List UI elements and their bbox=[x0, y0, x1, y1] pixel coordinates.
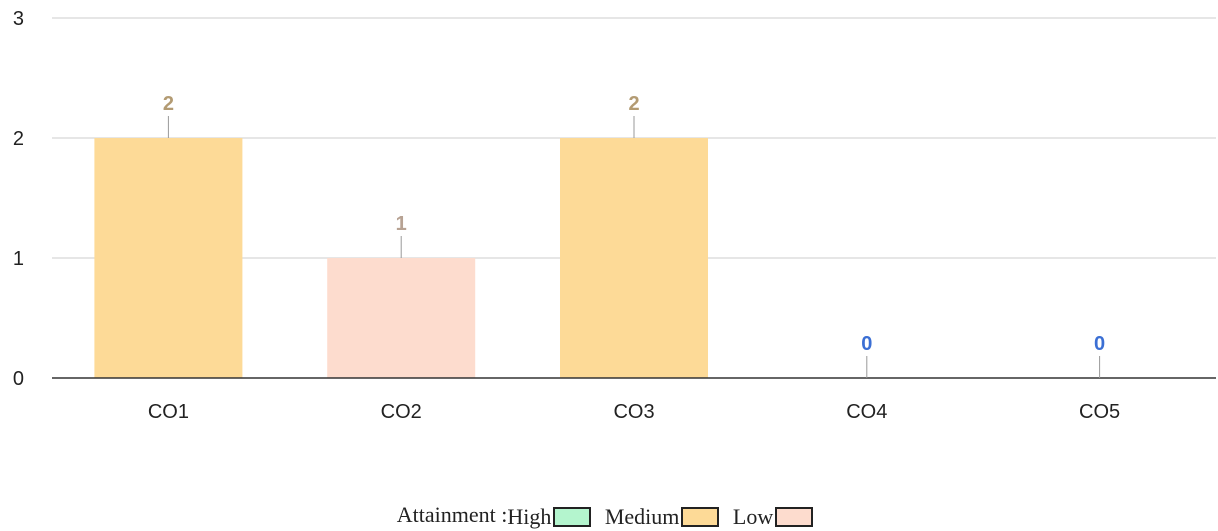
legend-label-low: Low bbox=[732, 503, 774, 529]
data-label: 1 bbox=[396, 213, 407, 235]
bars-group bbox=[94, 138, 708, 378]
legend-swatch-low bbox=[775, 506, 814, 527]
bar-chart: 0 1 2 3 CO1 CO2 CO3 CO4 CO5 2 1 2 0 0 bbox=[13, 8, 1216, 423]
legend-label-high: High bbox=[507, 503, 552, 529]
legend-item-low: Low bbox=[732, 503, 814, 530]
x-tick-label: CO1 bbox=[148, 401, 189, 423]
legend-label-medium: Medium bbox=[604, 503, 680, 529]
legend-item-medium: Medium bbox=[605, 504, 720, 530]
x-tick-label: CO3 bbox=[613, 401, 654, 423]
legend: Attainment : High Medium Low bbox=[0, 502, 1218, 530]
x-tick-label: CO2 bbox=[381, 401, 422, 423]
y-tick-label: 0 bbox=[13, 368, 24, 390]
data-labels-group: 2 1 2 0 0 bbox=[163, 93, 1105, 378]
bar bbox=[560, 138, 708, 378]
y-tick-label: 1 bbox=[13, 248, 24, 270]
bar bbox=[94, 138, 243, 378]
x-tick-label: CO5 bbox=[1079, 401, 1120, 423]
legend-prefix: Attainment : bbox=[396, 502, 508, 527]
legend-swatch-medium bbox=[681, 506, 720, 527]
data-label: 0 bbox=[1094, 333, 1105, 355]
legend-swatch-high bbox=[553, 506, 592, 527]
axis-group: 0 1 2 3 CO1 CO2 CO3 CO4 CO5 bbox=[13, 8, 1216, 423]
y-tick-label: 2 bbox=[13, 128, 24, 150]
bar bbox=[327, 258, 476, 378]
data-label: 2 bbox=[628, 93, 639, 115]
y-tick-label: 3 bbox=[13, 8, 24, 30]
data-label: 2 bbox=[163, 93, 174, 115]
legend-item-high: High bbox=[507, 503, 592, 530]
x-tick-label: CO4 bbox=[846, 401, 887, 423]
data-label: 0 bbox=[861, 333, 872, 355]
